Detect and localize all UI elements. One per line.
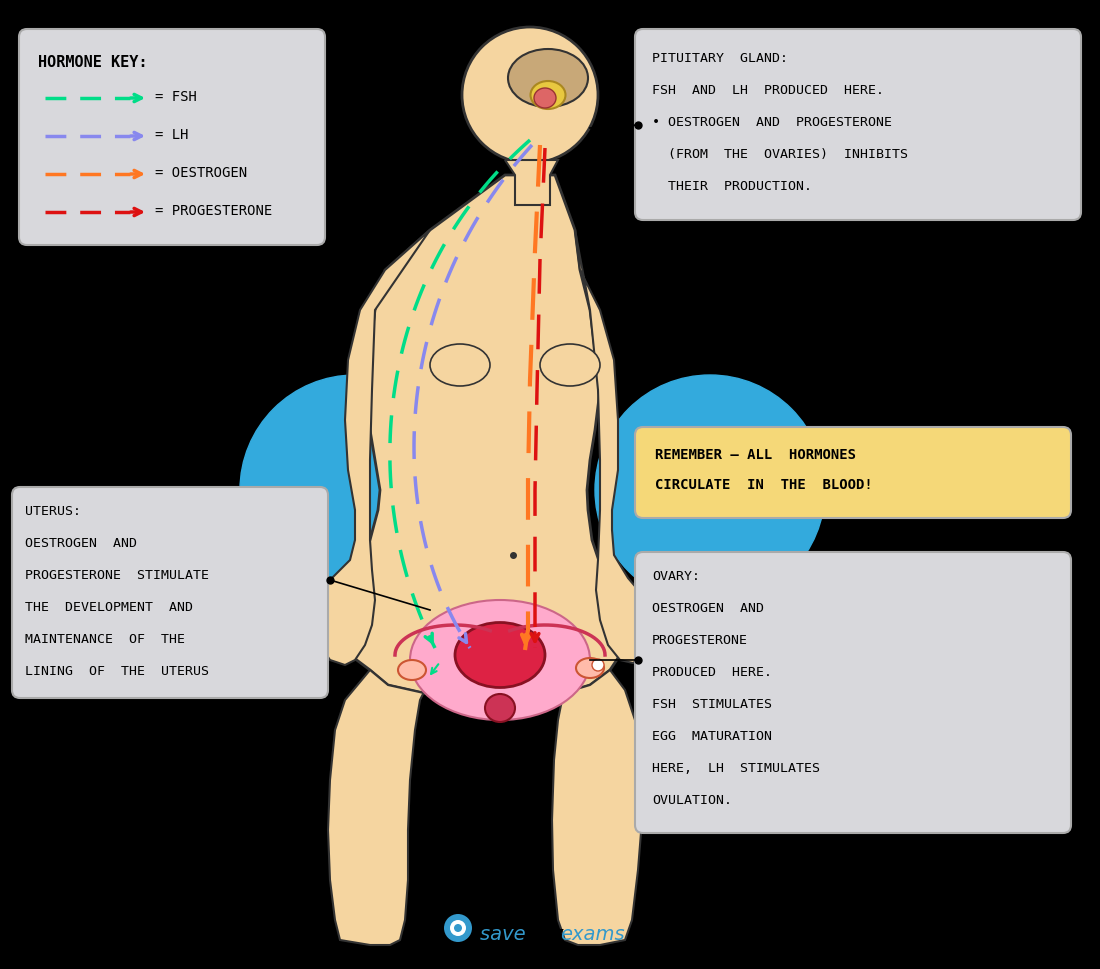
Text: exams: exams bbox=[560, 925, 625, 945]
Ellipse shape bbox=[455, 622, 544, 687]
Polygon shape bbox=[315, 230, 430, 665]
Text: my: my bbox=[530, 925, 563, 945]
Circle shape bbox=[454, 924, 462, 932]
Circle shape bbox=[462, 27, 598, 163]
Text: EGG  MATURATION: EGG MATURATION bbox=[652, 730, 772, 743]
Ellipse shape bbox=[576, 658, 604, 678]
Circle shape bbox=[595, 375, 825, 605]
Ellipse shape bbox=[430, 344, 490, 386]
Text: LINING  OF  THE  UTERUS: LINING OF THE UTERUS bbox=[25, 665, 209, 678]
FancyBboxPatch shape bbox=[12, 487, 328, 698]
Text: REMEMBER – ALL  HORMONES: REMEMBER – ALL HORMONES bbox=[654, 448, 856, 462]
FancyBboxPatch shape bbox=[19, 29, 324, 245]
Text: PROGESTERONE  STIMULATE: PROGESTERONE STIMULATE bbox=[25, 569, 209, 582]
Text: THEIR  PRODUCTION.: THEIR PRODUCTION. bbox=[652, 180, 812, 193]
Ellipse shape bbox=[530, 81, 565, 109]
Polygon shape bbox=[328, 670, 455, 945]
Ellipse shape bbox=[485, 694, 515, 722]
Text: = PROGESTERONE: = PROGESTERONE bbox=[155, 204, 273, 218]
Text: (FROM  THE  OVARIES)  INHIBITS: (FROM THE OVARIES) INHIBITS bbox=[652, 148, 908, 161]
Text: PRODUCED  HERE.: PRODUCED HERE. bbox=[652, 666, 772, 679]
Polygon shape bbox=[345, 175, 620, 715]
Ellipse shape bbox=[410, 600, 590, 720]
Text: = OESTROGEN: = OESTROGEN bbox=[155, 166, 248, 180]
Text: save: save bbox=[480, 925, 532, 945]
Text: FSH  AND  LH  PRODUCED  HERE.: FSH AND LH PRODUCED HERE. bbox=[652, 84, 884, 97]
Circle shape bbox=[592, 659, 604, 671]
Text: PROGESTERONE: PROGESTERONE bbox=[652, 634, 748, 647]
Text: FSH  STIMULATES: FSH STIMULATES bbox=[652, 698, 772, 711]
Text: UTERUS:: UTERUS: bbox=[25, 505, 81, 518]
Circle shape bbox=[444, 914, 472, 942]
Ellipse shape bbox=[508, 49, 588, 107]
Text: OESTROGEN  AND: OESTROGEN AND bbox=[652, 602, 764, 615]
Text: PITUITARY  GLAND:: PITUITARY GLAND: bbox=[652, 52, 788, 65]
Circle shape bbox=[240, 375, 470, 605]
Circle shape bbox=[450, 920, 466, 936]
FancyBboxPatch shape bbox=[635, 552, 1071, 833]
Text: = LH: = LH bbox=[155, 128, 188, 142]
Polygon shape bbox=[505, 160, 558, 205]
Text: = FSH: = FSH bbox=[155, 90, 197, 104]
Polygon shape bbox=[575, 230, 652, 663]
Text: CIRCULATE  IN  THE  BLOOD!: CIRCULATE IN THE BLOOD! bbox=[654, 478, 872, 492]
Text: THE  DEVELOPMENT  AND: THE DEVELOPMENT AND bbox=[25, 601, 192, 614]
FancyBboxPatch shape bbox=[635, 427, 1071, 518]
Ellipse shape bbox=[534, 88, 556, 108]
Text: HORMONE KEY:: HORMONE KEY: bbox=[39, 55, 147, 70]
Text: OESTROGEN  AND: OESTROGEN AND bbox=[25, 537, 138, 550]
FancyBboxPatch shape bbox=[635, 29, 1081, 220]
Ellipse shape bbox=[398, 660, 426, 680]
Text: MAINTENANCE  OF  THE: MAINTENANCE OF THE bbox=[25, 633, 185, 646]
Text: • OESTROGEN  AND  PROGESTERONE: • OESTROGEN AND PROGESTERONE bbox=[652, 116, 892, 129]
Ellipse shape bbox=[540, 344, 600, 386]
Text: OVARY:: OVARY: bbox=[652, 570, 700, 583]
Polygon shape bbox=[540, 670, 642, 945]
Text: HERE,  LH  STIMULATES: HERE, LH STIMULATES bbox=[652, 762, 820, 775]
Text: OVULATION.: OVULATION. bbox=[652, 794, 732, 807]
